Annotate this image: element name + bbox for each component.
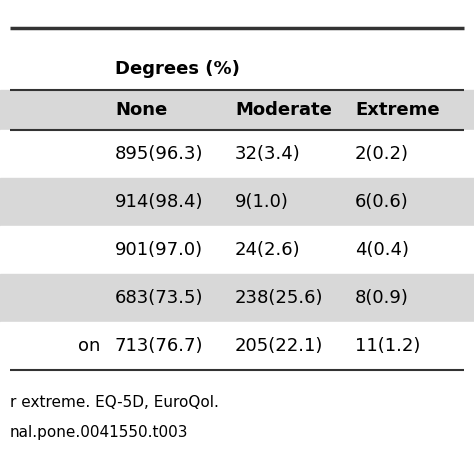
Bar (0, 90, 474, 130)
Bar (0, 226, 474, 274)
Text: 2(0.2): 2(0.2) (355, 145, 409, 163)
Text: 11(1.2): 11(1.2) (355, 337, 420, 355)
Text: 6(0.6): 6(0.6) (355, 193, 409, 211)
Text: 4(0.4): 4(0.4) (355, 241, 409, 259)
Text: 901(97.0): 901(97.0) (115, 241, 203, 259)
Text: 238(25.6): 238(25.6) (235, 289, 323, 307)
Text: on: on (78, 337, 100, 355)
Text: Moderate: Moderate (235, 101, 332, 119)
Text: 9(1.0): 9(1.0) (235, 193, 289, 211)
Text: 713(76.7): 713(76.7) (115, 337, 203, 355)
Text: Extreme: Extreme (355, 101, 439, 119)
Text: r extreme. EQ-5D, EuroQol.: r extreme. EQ-5D, EuroQol. (10, 395, 219, 410)
Text: 32(3.4): 32(3.4) (235, 145, 301, 163)
Text: Degrees (%): Degrees (%) (115, 60, 240, 78)
Text: None: None (115, 101, 167, 119)
Bar (0, 274, 474, 322)
Text: 8(0.9): 8(0.9) (355, 289, 409, 307)
Text: 24(2.6): 24(2.6) (235, 241, 301, 259)
Text: nal.pone.0041550.t003: nal.pone.0041550.t003 (10, 425, 189, 440)
Bar (0, 130, 474, 178)
Text: 205(22.1): 205(22.1) (235, 337, 323, 355)
Bar (0, 322, 474, 370)
Bar (0, 178, 474, 226)
Text: 895(96.3): 895(96.3) (115, 145, 203, 163)
Text: 914(98.4): 914(98.4) (115, 193, 203, 211)
Text: 683(73.5): 683(73.5) (115, 289, 203, 307)
